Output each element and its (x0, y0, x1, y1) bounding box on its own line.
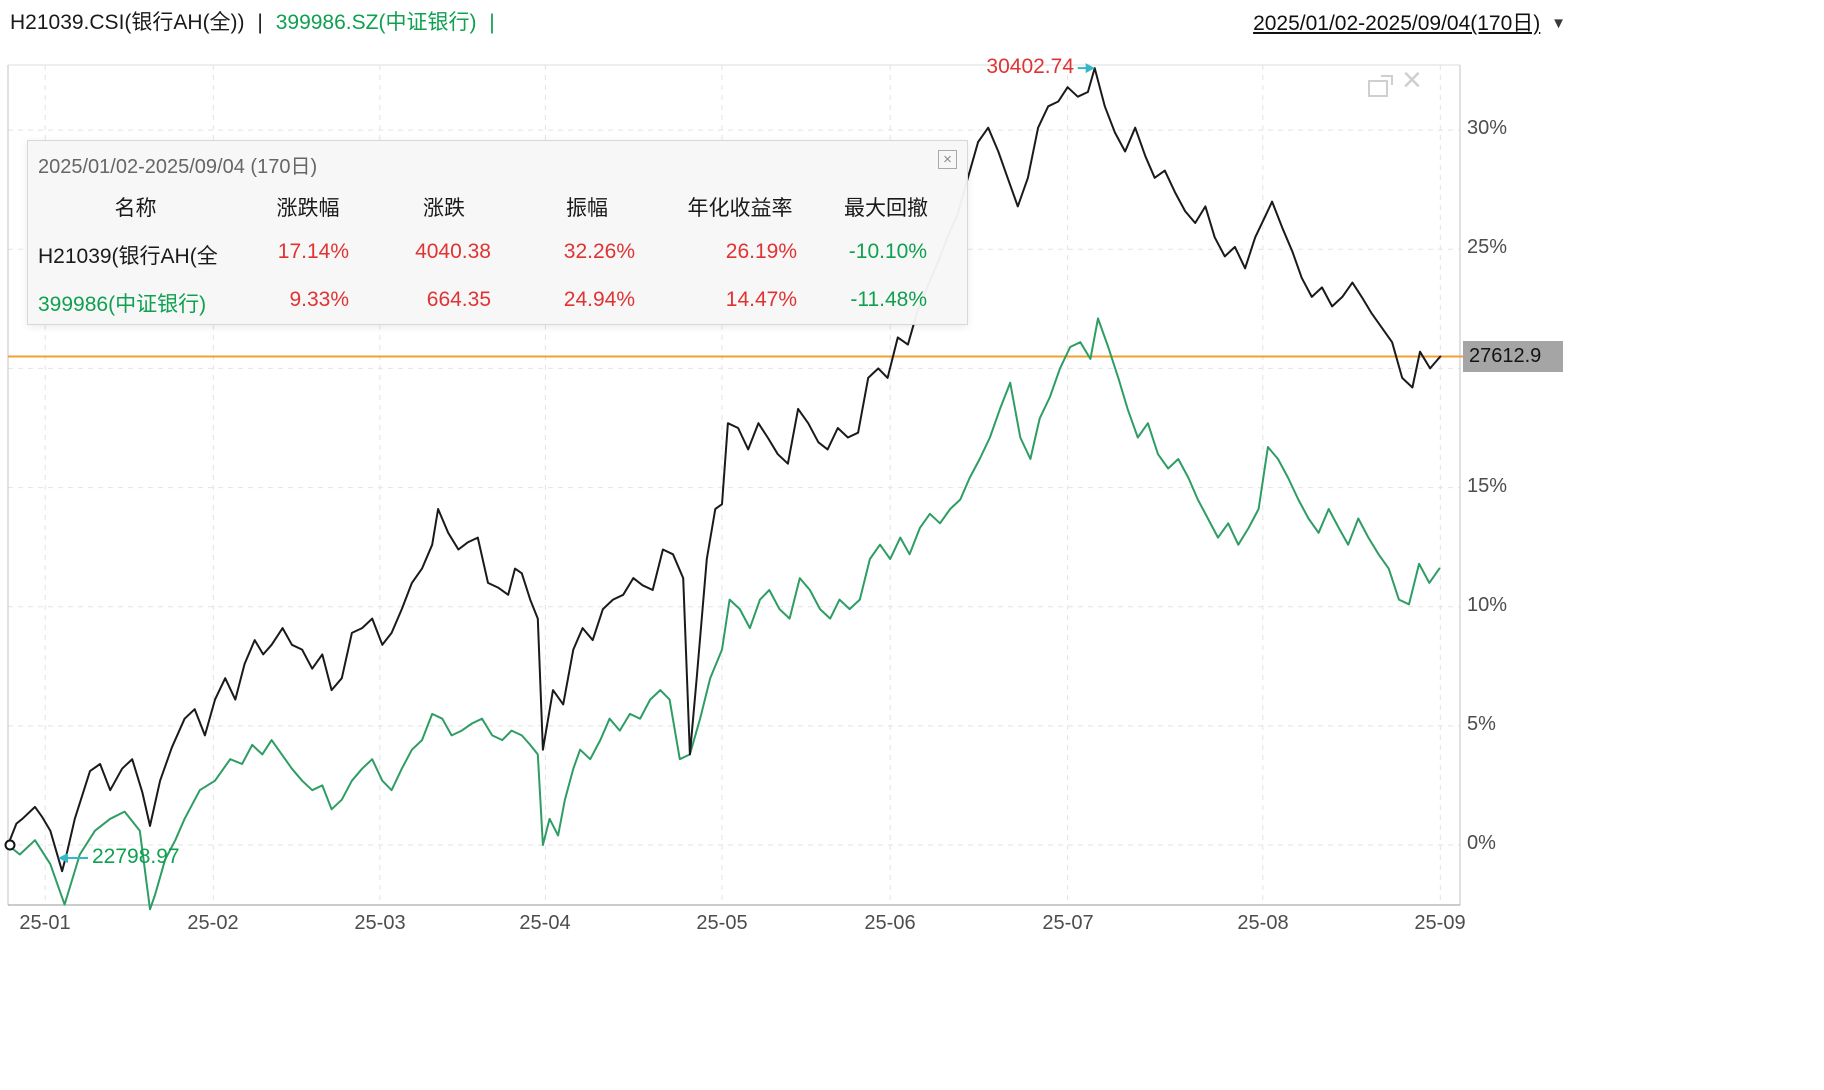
stats-value-cell: 17.14% (277, 240, 349, 263)
stats-value-cell: 14.47% (725, 288, 797, 311)
latest-price-badge: 27612.9 (1463, 341, 1563, 372)
primary-series-symbol[interactable]: H21039.CSI(银行AH(全)) (10, 11, 245, 34)
tooltip-header: 2025/01/02-2025/09/04 (170日) × (28, 141, 967, 181)
chevron-down-icon: ▼ (1551, 15, 1566, 32)
low-value-annotation: 22798.97 (92, 845, 180, 868)
close-chart-icon[interactable]: × (1402, 61, 1422, 99)
stats-column-header: 名称 (114, 197, 157, 220)
stats-column-header: 涨跌 (423, 197, 465, 220)
stats-value-cell: 24.94% (563, 288, 635, 311)
stats-value-cell: 4040.38 (415, 240, 491, 263)
y-axis-label: 5% (1467, 713, 1496, 735)
date-range-text: 2025/01/02-2025/09/04(170日) (1253, 12, 1541, 35)
tooltip-close-icon[interactable]: × (938, 150, 957, 169)
secondary-series-symbol[interactable]: 399986.SZ(中证银行) (275, 11, 477, 34)
title-separator: | (257, 11, 263, 34)
stats-value-cell: 9.33% (289, 288, 349, 311)
high-value-annotation: 30402.74 (986, 55, 1074, 78)
tooltip-title: 2025/01/02-2025/09/04 (170日) (38, 156, 318, 178)
x-axis-label: 25-09 (1414, 912, 1466, 934)
stats-value-cell: 32.26% (563, 240, 635, 263)
stats-value-cell: 664.35 (426, 288, 491, 311)
y-axis-label: 25% (1467, 236, 1508, 258)
x-axis-label: 25-07 (1042, 912, 1094, 934)
date-range-selector[interactable]: 2025/01/02-2025/09/04(170日) ▼ (1253, 7, 1566, 37)
stats-tooltip-panel: 2025/01/02-2025/09/04 (170日) × 名称 涨跌幅 涨跌 振幅… (27, 140, 968, 325)
stats-column-header: 年化收益率 (687, 197, 793, 220)
y-axis-label: 30% (1467, 117, 1508, 139)
x-axis-label: 25-05 (696, 912, 748, 934)
stats-value-cell: -11.48% (850, 288, 927, 311)
stats-column-header: 涨跌幅 (276, 197, 340, 220)
title-separator-2: | (489, 11, 495, 34)
chart-title-bar: H21039.CSI(银行AH(全)) | 399986.SZ(中证银行) | (10, 6, 502, 36)
stats-value-cell: 26.19% (725, 240, 797, 263)
x-axis-label: 25-01 (19, 912, 71, 934)
stats-value-cell: -10.10% (848, 240, 927, 263)
stats-row-name: H21039(银行AH(全 (38, 245, 218, 268)
x-axis-label: 25-04 (519, 912, 571, 934)
stats-column-header: 振幅 (566, 197, 608, 220)
restore-window-icon[interactable] (1368, 75, 1393, 97)
stats-row-name: 399986(中证银行) (38, 293, 207, 316)
x-axis-label: 25-08 (1237, 912, 1289, 934)
y-axis-label: 15% (1467, 475, 1508, 497)
x-axis-label: 25-02 (187, 912, 239, 934)
x-axis-label: 25-06 (864, 912, 916, 934)
x-axis-label: 25-03 (354, 912, 406, 934)
stats-column-header: 最大回撤 (844, 197, 928, 220)
stats-table: 名称 涨跌幅 涨跌 振幅 年化收益率 最大回撤 H21039(银行AH(全 17.14% 404… (28, 184, 967, 328)
y-axis-label: 10% (1467, 594, 1508, 616)
y-axis-label: 0% (1467, 832, 1496, 854)
